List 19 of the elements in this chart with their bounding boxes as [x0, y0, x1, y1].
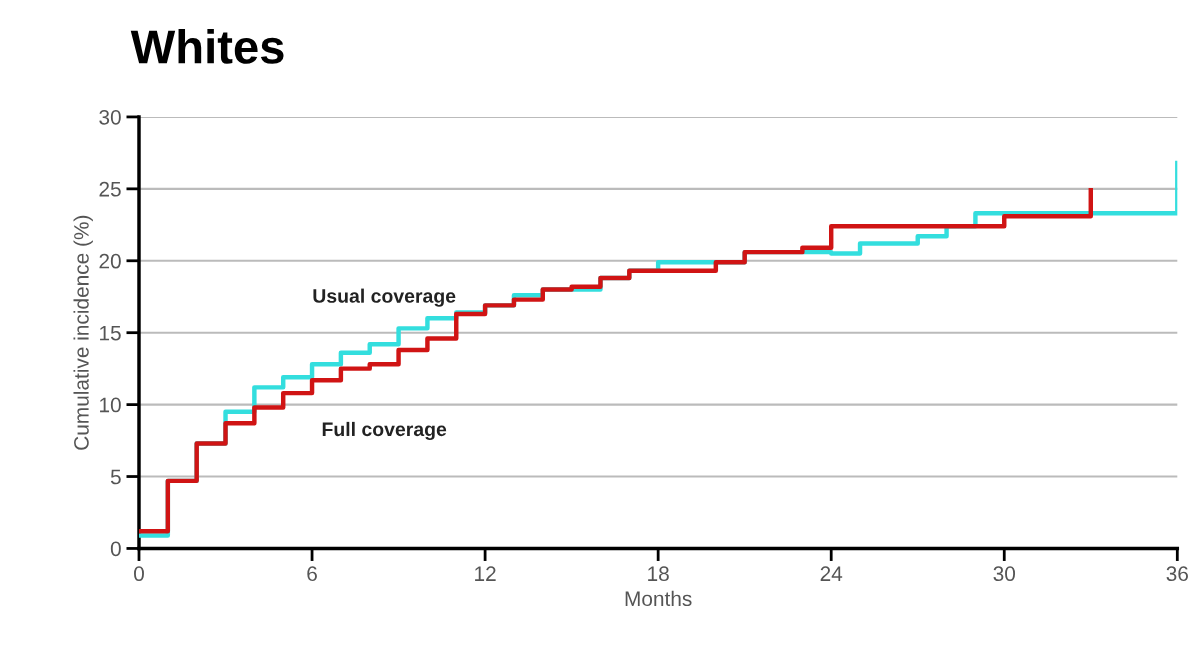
- y-tick-label: 30: [99, 109, 121, 125]
- x-tick-label: 18: [648, 566, 669, 582]
- x-tick-label: 0: [134, 566, 144, 582]
- chart-title: Whites: [130, 29, 284, 64]
- x-tick-label: 12: [475, 566, 496, 581]
- y-tick-label: 0: [110, 541, 121, 557]
- series-label: Usual coverage: [313, 288, 456, 307]
- y-tick-label: 25: [99, 181, 121, 197]
- x-tick-label: 6: [307, 566, 317, 582]
- y-tick-label: 5: [110, 469, 121, 485]
- x-tick-label: 36: [1166, 566, 1188, 582]
- series-label: Full coverage: [322, 421, 447, 441]
- y-tick-label: 20: [99, 253, 121, 269]
- x-axis-title: Months: [625, 590, 692, 607]
- y-tick-label: 15: [100, 325, 121, 341]
- x-tick-label: 24: [820, 566, 843, 581]
- x-tick-label: 30: [993, 566, 1016, 582]
- y-axis-title: Cumulative incidence (%): [73, 215, 93, 450]
- y-tick-label: 10: [100, 397, 121, 413]
